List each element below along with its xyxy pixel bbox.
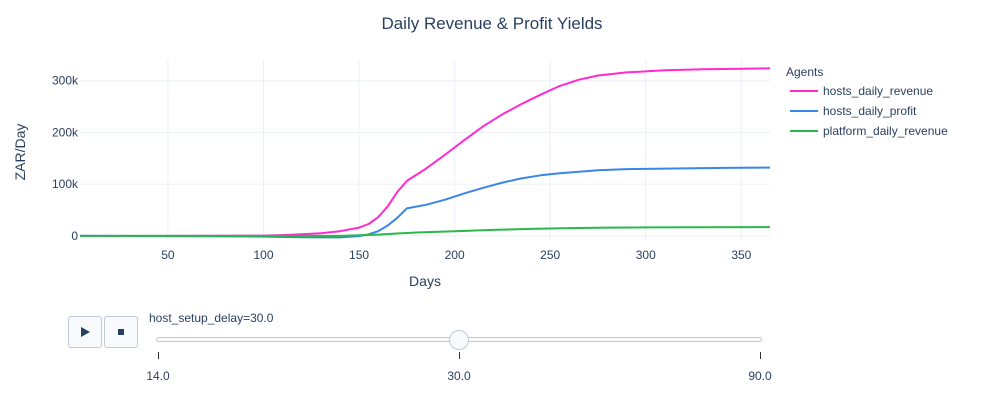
y-tick-label: 100k (52, 177, 79, 191)
play-button[interactable] (68, 316, 102, 348)
x-tick-label: 150 (349, 248, 369, 262)
grid (80, 60, 770, 240)
slider-handle[interactable] (449, 330, 469, 350)
legend-item-label[interactable]: hosts_daily_revenue (823, 84, 933, 98)
slider-tick (158, 352, 159, 359)
x-tick-label: 50 (161, 248, 175, 262)
legend-item-label[interactable]: platform_daily_revenue (823, 124, 948, 138)
x-tick-label: 250 (540, 248, 560, 262)
slider-step-label[interactable]: 14.0 (146, 369, 170, 383)
y-tick-label: 0 (71, 229, 78, 243)
series-line-platform_daily_revenue (80, 226, 771, 237)
legend[interactable]: Agents hosts_daily_revenue hosts_daily_pr… (786, 65, 948, 138)
y-axis-label: ZAR/Day (12, 124, 28, 181)
slider-step-label[interactable]: 30.0 (447, 369, 471, 383)
x-tick-label: 200 (445, 248, 465, 262)
x-tick-label: 300 (636, 248, 656, 262)
play-icon (81, 327, 90, 337)
slider-tick (459, 352, 460, 359)
y-tick-label: 300k (52, 74, 79, 88)
y-tick-label: 200k (52, 125, 79, 139)
x-axis-label: Days (409, 273, 441, 289)
slider-tick (760, 352, 761, 359)
series-lines (79, 67, 771, 239)
series-line-hosts_daily_revenue (80, 67, 771, 237)
axes: 50 100 150 200 250 300 350 0 100k 200k 300k (52, 74, 752, 262)
legend-item-label[interactable]: hosts_daily_profit (823, 104, 917, 118)
stop-icon (118, 329, 124, 335)
slider-step-label[interactable]: 90.0 (748, 369, 772, 383)
legend-title: Agents (786, 65, 823, 79)
x-tick-label: 350 (731, 248, 751, 262)
chart-title: Daily Revenue & Profit Yields (381, 14, 602, 33)
stop-button[interactable] (104, 316, 138, 348)
x-tick-label: 100 (253, 248, 273, 262)
slider-current-value: host_setup_delay=30.0 (149, 311, 274, 325)
series-line-hosts_daily_profit (79, 166, 771, 239)
